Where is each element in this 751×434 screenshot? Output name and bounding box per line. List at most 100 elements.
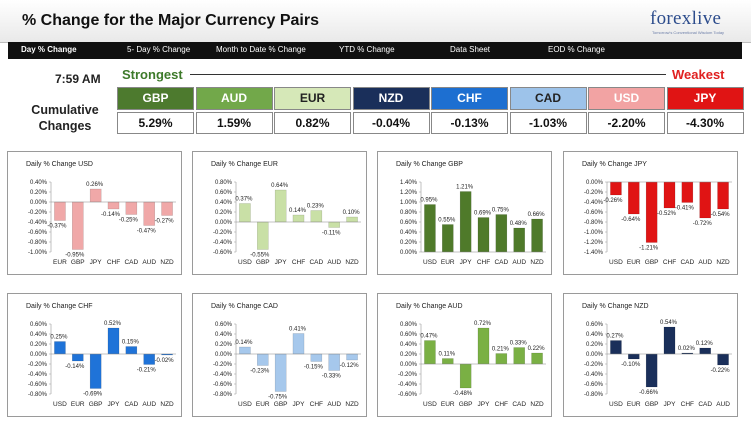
data-label: 0.48% xyxy=(510,221,528,227)
data-label: -0.66% xyxy=(639,390,659,396)
category-label: NZD xyxy=(160,259,174,266)
data-label: 0.52% xyxy=(104,321,122,327)
data-label: 0.66% xyxy=(528,212,546,218)
chart-title: Daily % Change GBP xyxy=(396,161,463,168)
data-label: -0.14% xyxy=(101,212,121,218)
data-label: 0.12% xyxy=(696,341,714,347)
chart-panel-4: Daily % Change JPY 0.00% -0.20% -0.40% -0.60… xyxy=(563,151,738,275)
category-label: GBP xyxy=(645,401,659,408)
y-tick-label: 0.40% xyxy=(400,230,418,236)
bar xyxy=(442,224,454,253)
bar xyxy=(531,218,543,253)
y-tick-label: 0.40% xyxy=(215,332,233,338)
nav-day-change[interactable]: Day % Change xyxy=(21,45,77,54)
category-label: AUD xyxy=(716,401,730,408)
category-label: CHF xyxy=(663,259,676,266)
data-label: 0.75% xyxy=(492,208,510,214)
y-tick-label: 1.00% xyxy=(400,200,418,206)
category-label: NZD xyxy=(345,259,359,266)
data-label: 0.14% xyxy=(289,208,307,214)
currency-code-nzd: NZD xyxy=(352,87,430,110)
bar-chart: Daily % Change GBP1.40%1.20%1.00%0.80%0.… xyxy=(396,161,546,266)
bar xyxy=(645,181,658,243)
bar-chart: Daily % Change NZD 0.60% 0.40% 0.20% 0.00% -0… xyxy=(582,303,732,408)
category-label: EUR xyxy=(256,401,270,408)
y-tick-label: 0.40% xyxy=(215,200,233,206)
bar xyxy=(328,221,340,228)
category-label: EUR xyxy=(627,401,641,408)
data-label: -0.41% xyxy=(675,206,695,212)
category-label: EUR xyxy=(71,401,85,408)
chart-title: Daily % Change USD xyxy=(26,161,93,168)
y-tick-label: -0.80% xyxy=(28,240,48,246)
category-label: EUR xyxy=(627,259,641,266)
bar xyxy=(477,327,490,365)
category-label: NZD xyxy=(530,259,544,266)
chart-panel-7: Daily % Change AUD 0.80% 0.60% 0.40% 0.20% 0.… xyxy=(377,293,552,417)
y-tick-label: 1.40% xyxy=(400,180,418,186)
data-label: 0.26% xyxy=(86,182,104,188)
y-tick-label: -0.60% xyxy=(398,392,418,398)
nav-mtd-change[interactable]: Month to Date % Change xyxy=(216,45,306,54)
currency-value-eur: 0.82% xyxy=(274,112,351,134)
data-label: -0.14% xyxy=(65,364,85,370)
bar xyxy=(442,358,454,365)
nav-data-sheet[interactable]: Data Sheet xyxy=(450,45,491,54)
y-tick-label: 0.00% xyxy=(400,362,418,368)
data-label: 0.14% xyxy=(235,340,253,346)
y-tick-label: 0.20% xyxy=(30,190,48,196)
bar-chart: Daily % Change EUR 0.80% 0.60% 0.40% 0.20% 0.… xyxy=(211,161,361,266)
bar xyxy=(628,181,640,215)
y-tick-label: 0.80% xyxy=(400,210,418,216)
data-label: 0.10% xyxy=(343,210,361,216)
nav-eod-change[interactable]: EOD % Change xyxy=(548,45,605,54)
bar xyxy=(274,189,287,223)
bar xyxy=(424,340,436,365)
bar xyxy=(699,347,711,355)
data-label: 0.33% xyxy=(510,341,528,347)
category-label: USD xyxy=(609,259,623,266)
forexlive-logo[interactable]: forexlive Tomorrow's Conventional Wisdom… xyxy=(650,6,738,38)
nav-ytd-change[interactable]: YTD % Change xyxy=(339,45,395,54)
y-tick-label: -0.60% xyxy=(584,382,604,388)
chart-panel-6: Daily % Change CAD 0.60% 0.40% 0.20% 0.00% -0… xyxy=(192,293,367,417)
y-tick-label: 0.60% xyxy=(215,190,233,196)
currency-code-eur: EUR xyxy=(274,87,351,110)
chart-title: Daily % Change AUD xyxy=(396,303,463,310)
bar xyxy=(125,346,138,355)
y-tick-label: 0.80% xyxy=(215,180,233,186)
currency-value-nzd: -0.04% xyxy=(352,112,430,134)
category-label: AUD xyxy=(142,401,156,408)
y-tick-label: -0.60% xyxy=(28,382,48,388)
chart-title: Daily % Change EUR xyxy=(211,161,278,168)
chart-title: Daily % Change CAD xyxy=(211,303,278,310)
currency-code-jpy: JPY xyxy=(666,87,744,110)
data-label: -0.33% xyxy=(322,374,342,380)
nav-5day-change[interactable]: 5- Day % Change xyxy=(127,45,191,54)
data-label: -0.54% xyxy=(711,212,731,218)
data-label: -0.26% xyxy=(603,198,623,204)
data-label: 0.27% xyxy=(606,334,624,340)
data-label: -0.22% xyxy=(711,368,731,374)
bar xyxy=(54,201,66,221)
currency-value-aud: 1.59% xyxy=(195,112,273,134)
data-label: -0.21% xyxy=(137,368,157,374)
bar xyxy=(495,214,508,253)
logo-tagline: Tomorrow's Conventional Wisdom Today xyxy=(652,30,725,35)
chart-title: Daily % Change CHF xyxy=(26,303,93,310)
category-label: CAD xyxy=(124,259,138,266)
chart-panel-8: Daily % Change NZD 0.60% 0.40% 0.20% 0.00% -0… xyxy=(563,293,738,417)
currency-code-usd: USD xyxy=(588,87,665,110)
y-tick-label: -0.20% xyxy=(28,362,48,368)
category-label: EUR xyxy=(441,259,455,266)
strength-scale-line xyxy=(190,74,666,75)
data-label: -0.47% xyxy=(137,229,157,235)
category-label: CHF xyxy=(681,401,694,408)
data-label: 0.54% xyxy=(660,320,678,326)
y-tick-label: -0.40% xyxy=(213,372,233,378)
y-tick-label: -0.80% xyxy=(213,392,233,398)
bar xyxy=(513,227,525,253)
category-label: CAD xyxy=(698,401,712,408)
weakest-label: Weakest xyxy=(672,67,725,82)
cumulative-label-line2: Changes xyxy=(38,119,92,133)
